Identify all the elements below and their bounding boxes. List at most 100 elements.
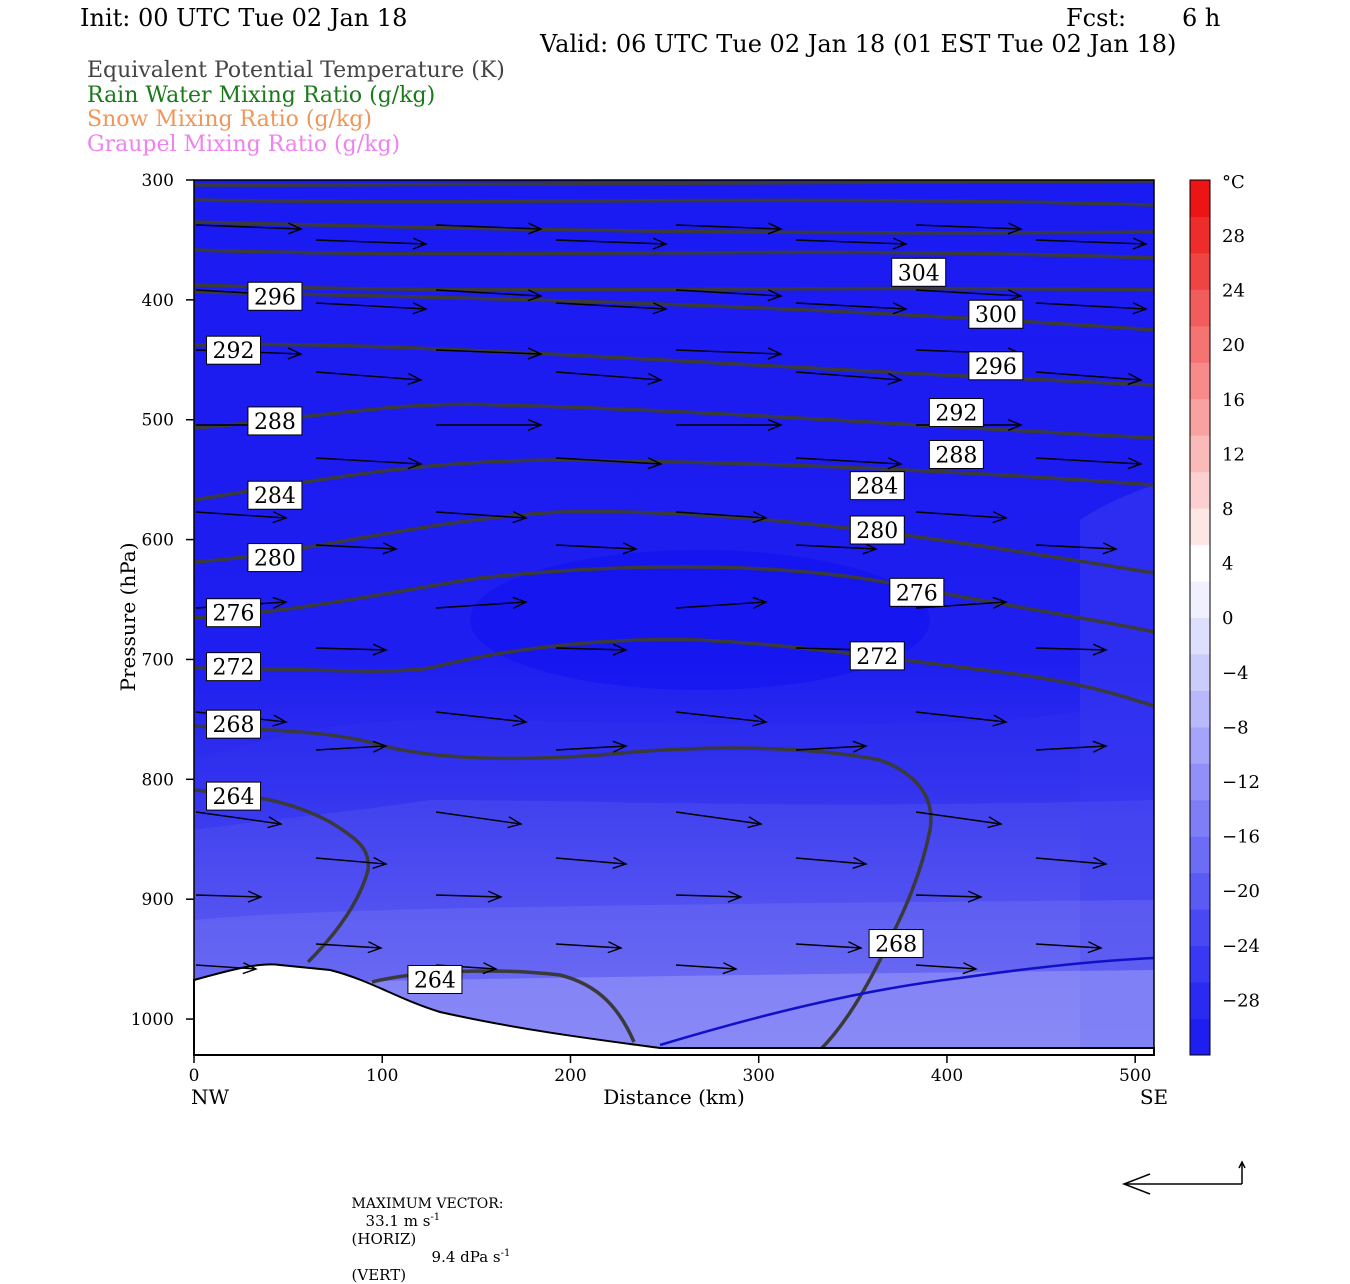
wind-vector-head — [1092, 856, 1108, 869]
colorbar-swatch — [1190, 836, 1210, 874]
contour-label-text: 268 — [213, 713, 255, 738]
wind-vector — [675, 224, 782, 230]
theta-e-contour — [194, 220, 1154, 235]
wind-vector — [315, 943, 382, 949]
contour-label-text: 300 — [975, 303, 1017, 328]
colorbar-swatch — [1190, 508, 1210, 546]
wind-vector — [675, 811, 762, 825]
contour-label-box — [206, 598, 262, 628]
wind-vector — [915, 711, 1007, 723]
contour-label-box — [968, 299, 1024, 329]
colorbar-tick-label: 28 — [1222, 226, 1245, 247]
colorbar-swatch — [1190, 909, 1210, 947]
theta-e-contour — [194, 180, 1154, 187]
contour-label: 288 — [928, 439, 984, 469]
contour-label-text: 272 — [856, 645, 898, 670]
wind-vector-head — [527, 222, 543, 235]
contour-label-box — [206, 652, 262, 682]
wind-vector-head — [1127, 457, 1143, 470]
contour-label-text: 276 — [896, 581, 938, 606]
wind-vector-head — [272, 596, 288, 609]
wind-vector-head — [482, 962, 498, 975]
wind-vector-head — [1092, 643, 1108, 656]
contour-label-text: 264 — [213, 785, 255, 810]
terrain — [193, 963, 1155, 1056]
wind-vector — [315, 302, 427, 310]
wind-vector — [195, 964, 257, 970]
contour-label: 304 — [891, 257, 947, 287]
colorbar-swatch — [1190, 690, 1210, 728]
contour-label-text: 268 — [875, 933, 917, 958]
wind-vector-head — [992, 714, 1008, 727]
theta-e-contour — [194, 565, 1154, 634]
horizontal-tag: (HORIZ) — [351, 1230, 417, 1248]
wind-vector-head — [847, 941, 863, 954]
wind-vector-head — [852, 856, 868, 869]
wind-vector — [675, 289, 782, 297]
theta-e-contour — [194, 283, 1154, 292]
max-vector-note: MAXIMUM VECTOR: 33.1 m s-1 (HORIZ) 9.4 d… — [342, 1176, 511, 1284]
contour-label: 268 — [868, 929, 924, 959]
wind-vector-head — [767, 289, 783, 302]
contour-label-text: 284 — [856, 475, 898, 500]
theta-e-contour — [194, 248, 1154, 260]
wind-vector-head — [512, 596, 528, 609]
wind-vector-head — [527, 347, 543, 360]
wind-vector-head — [372, 643, 388, 656]
y-tick-label: 400 — [142, 291, 174, 311]
wind-vector-head — [647, 457, 663, 470]
reference-vector — [1121, 1160, 1246, 1195]
theta-e-contour — [194, 342, 1154, 387]
theta-e-contour — [194, 402, 1154, 440]
wind-vector-head — [1102, 542, 1118, 555]
wind-vector — [795, 457, 902, 465]
wind-vector-head — [892, 237, 908, 250]
wind-vector — [1035, 239, 1147, 245]
colorbar-tick-label: 8 — [1222, 499, 1233, 520]
y-tick-label: 800 — [142, 770, 174, 790]
contour-label: 280 — [849, 515, 905, 545]
wind-vector-head — [507, 816, 523, 829]
wind-vector — [915, 811, 1002, 825]
wind-vector — [675, 711, 767, 723]
contour-label-box — [891, 257, 947, 287]
wind-vector-head — [652, 302, 668, 315]
contour-label: 292 — [928, 398, 984, 428]
contour-label: 284 — [849, 471, 905, 501]
wind-vector — [915, 601, 1007, 609]
wind-vector — [795, 943, 862, 949]
wind-vector — [915, 289, 1022, 297]
wind-vector-head — [852, 740, 868, 753]
contour-label: 280 — [247, 543, 303, 573]
wind-vector-head — [272, 714, 288, 727]
wind-vector — [795, 745, 867, 751]
wind-vector-head — [647, 372, 663, 386]
contour-label-box — [206, 335, 262, 365]
colorbar-swatch — [1190, 398, 1210, 436]
forecast-hour-label: Fcst: — [1066, 4, 1127, 32]
contour-label-box — [968, 351, 1024, 381]
x-axis: 0 100 200 300 400 500 — [189, 1055, 1151, 1086]
wind-vector-head — [992, 596, 1008, 609]
contour-label-box — [206, 709, 262, 739]
wind-vector — [1035, 302, 1147, 310]
init-time: Init: 00 UTC Tue 02 Jan 18 — [80, 4, 408, 32]
colorbar-tick-label: −4 — [1222, 663, 1249, 684]
x-axis-label: Distance (km) — [603, 1085, 745, 1109]
colorbar-frame — [1189, 179, 1211, 1056]
wind-vector-head — [727, 890, 743, 903]
wind-vector — [795, 857, 867, 865]
wind-vector — [675, 601, 767, 609]
wind-vector — [555, 857, 627, 865]
colorbar-swatch — [1190, 872, 1210, 910]
vertical-max-value: 9.4 dPa s — [431, 1248, 501, 1266]
wind-vector — [795, 544, 877, 550]
forecast-hour-value: 6 h — [1182, 4, 1221, 32]
wind-vector — [315, 857, 387, 865]
colorbar-swatch — [1190, 982, 1210, 1020]
wind-vector — [315, 745, 387, 751]
wind-vector — [435, 224, 542, 230]
wind-vector — [555, 239, 667, 245]
contour-label: 264 — [206, 781, 262, 811]
contour-label-text: 288 — [254, 410, 296, 435]
